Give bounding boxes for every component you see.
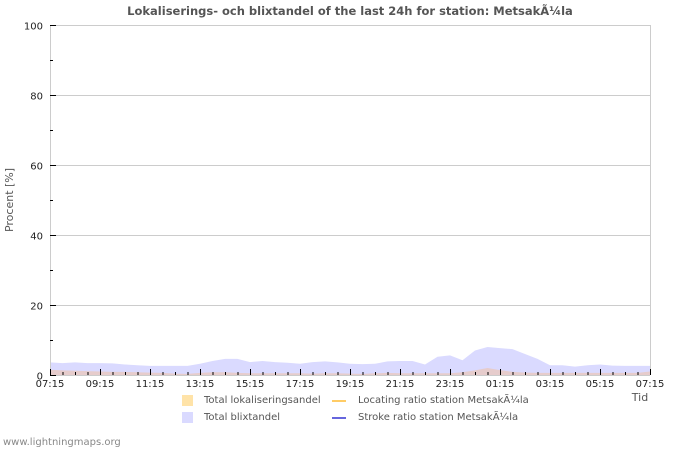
x-tick-label: 09:15: [86, 379, 115, 390]
y-tick-label: 0: [37, 372, 43, 383]
y-axis-ticks: 0 20 40 60 80 100: [24, 22, 56, 383]
x-tick-label: 11:15: [136, 379, 165, 390]
area-total-blixtandel: [50, 347, 650, 375]
x-tick-label: 21:15: [386, 379, 415, 390]
legend-swatch-locating-ratio: [332, 400, 346, 402]
legend-label: Total blixtandel: [204, 412, 281, 423]
x-tick-label: 15:15: [236, 379, 265, 390]
x-axis-label: Tid: [631, 391, 648, 404]
x-tick-label: 07:15: [636, 379, 665, 390]
y-tick-label: 60: [30, 162, 43, 173]
x-tick-label: 01:15: [486, 379, 515, 390]
source-link[interactable]: www.lightningmaps.org: [3, 437, 121, 448]
y-axis-label: Procent [%]: [3, 168, 16, 232]
y-tick-label: 20: [30, 302, 43, 313]
legend-swatch-stroke-ratio: [332, 417, 346, 419]
x-tick-label: 03:15: [536, 379, 565, 390]
legend-swatch-lokaliseringsandel: [182, 395, 193, 406]
chart-title: Lokaliserings- och blixtandel of the las…: [127, 4, 573, 18]
y-tick-label: 80: [30, 92, 43, 103]
legend-label: Locating ratio station MetsakÃ¼la: [358, 395, 529, 406]
x-tick-label: 23:15: [436, 379, 465, 390]
plot-frame: [50, 25, 651, 376]
y-tick-label: 40: [30, 232, 43, 243]
x-tick-label: 07:15: [36, 379, 65, 390]
x-tick-label: 19:15: [336, 379, 365, 390]
x-tick-label: 13:15: [186, 379, 215, 390]
legend-label: Total lokaliseringsandel: [204, 395, 321, 406]
grid-lines: [50, 25, 650, 306]
legend-label: Stroke ratio station MetsakÃ¼la: [358, 412, 519, 423]
x-tick-label: 17:15: [286, 379, 315, 390]
x-tick-label: 05:15: [586, 379, 615, 390]
y-tick-label: 100: [24, 22, 43, 33]
x-axis-ticks: 07:15 09:15 11:15 13:15 15:15 17:15 19:15 21:15…: [36, 369, 665, 390]
legend-swatch-blixtandel: [182, 412, 193, 423]
